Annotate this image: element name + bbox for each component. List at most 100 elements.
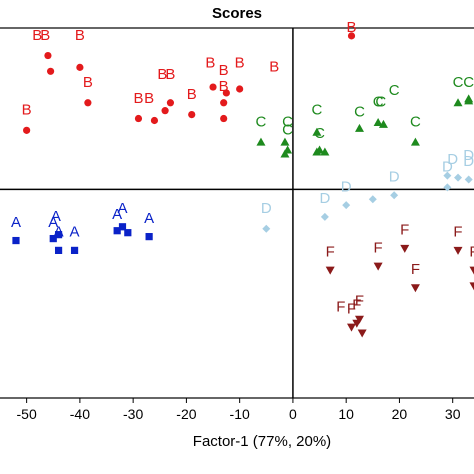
point-label-a: A <box>144 210 154 227</box>
point-label-f: F <box>400 222 409 239</box>
point-label-d: D <box>442 159 453 176</box>
point-label-c: C <box>311 102 322 119</box>
point-label-f: F <box>347 300 356 317</box>
point-c <box>410 137 420 146</box>
point-a <box>70 246 79 254</box>
point-label-b: B <box>235 54 245 71</box>
point-label-b: B <box>40 27 50 44</box>
point-d <box>390 191 399 200</box>
point-b <box>161 107 169 115</box>
point-label-c: C <box>375 94 386 111</box>
point-b <box>166 99 175 107</box>
point-label-c: C <box>282 113 293 130</box>
point-b <box>236 85 244 93</box>
point-label-d: D <box>261 200 272 217</box>
point-label-a: A <box>11 214 21 231</box>
x-axis-label: Factor-1 (77%, 20%) <box>193 433 331 450</box>
point-label-d: D <box>341 178 352 195</box>
x-tick-label: 10 <box>338 406 354 422</box>
point-d <box>368 195 377 204</box>
point-label-b: B <box>83 74 93 91</box>
point-b <box>134 114 143 123</box>
point-c <box>256 137 266 146</box>
x-tick-label: 20 <box>392 406 408 422</box>
point-f <box>469 266 474 275</box>
point-f <box>325 266 335 275</box>
point-label-b: B <box>219 78 229 95</box>
point-label-c: C <box>453 74 464 91</box>
point-label-f: F <box>355 293 364 310</box>
point-label-a: A <box>70 224 80 241</box>
point-f <box>400 244 410 253</box>
x-tick-label: -50 <box>17 406 37 422</box>
point-label-c: C <box>282 121 293 138</box>
point-c <box>280 149 290 158</box>
point-label-b: B <box>346 19 356 36</box>
point-d <box>454 173 463 182</box>
point-label-f: F <box>453 224 462 241</box>
point-label-b: B <box>22 102 32 119</box>
point-label-a: A <box>48 214 58 231</box>
point-label-c: C <box>256 113 267 130</box>
point-label-b: B <box>269 58 279 75</box>
point-label-f: F <box>326 243 335 260</box>
point-a <box>49 234 57 243</box>
point-label-d: D <box>447 151 458 168</box>
point-b <box>347 32 356 40</box>
point-label-b: B <box>205 54 215 71</box>
x-tick-label: 30 <box>445 406 461 422</box>
point-c <box>312 147 322 156</box>
point-d <box>320 212 329 221</box>
point-f <box>357 329 367 338</box>
x-tick-label: -40 <box>70 406 90 422</box>
point-label-b: B <box>165 66 175 83</box>
point-c <box>378 119 388 128</box>
point-b <box>44 51 52 60</box>
point-label-a: A <box>112 206 122 223</box>
data-points <box>12 32 474 338</box>
point-c <box>320 147 330 156</box>
point-a <box>12 236 20 245</box>
point-b <box>150 116 159 125</box>
x-axis-ticks: -50 -40 -30 -20 -10 0 10 20 30 <box>17 398 461 422</box>
point-label-b: B <box>144 90 154 107</box>
point-b <box>76 63 84 71</box>
point-label-c: C <box>410 113 421 130</box>
point-b <box>23 126 31 134</box>
point-label-c: C <box>389 82 400 99</box>
point-c <box>373 117 383 126</box>
chart-title: Scores <box>212 5 262 22</box>
point-b <box>188 110 196 119</box>
point-label-b: B <box>32 27 42 44</box>
point-b <box>222 89 230 97</box>
x-tick-label: -20 <box>176 406 196 422</box>
point-f <box>347 323 357 332</box>
point-label-c: C <box>314 125 325 142</box>
point-label-d: D <box>463 153 474 170</box>
point-label-a: A <box>117 200 127 217</box>
point-c <box>312 127 322 136</box>
point-a <box>113 227 121 235</box>
point-d <box>443 171 452 180</box>
x-tick-label: 0 <box>289 406 297 422</box>
point-a <box>145 233 153 241</box>
x-tick-label: -10 <box>230 406 250 422</box>
point-a <box>54 246 63 254</box>
point-label-f: F <box>374 239 383 256</box>
point-label-c: C <box>463 74 474 91</box>
point-f <box>469 282 474 291</box>
point-f <box>373 262 383 271</box>
point-label-f: F <box>336 298 345 315</box>
point-label-f: F <box>411 261 420 278</box>
point-b <box>84 99 92 107</box>
point-label-d: D <box>319 190 330 207</box>
x-tick-label: -30 <box>123 406 143 422</box>
point-f <box>354 315 364 324</box>
point-label-f: F <box>352 296 361 313</box>
point-a <box>118 223 127 231</box>
point-label-f: F <box>469 243 474 260</box>
point-label-c: C <box>354 104 365 121</box>
point-f <box>453 246 463 255</box>
point-d <box>262 224 271 233</box>
